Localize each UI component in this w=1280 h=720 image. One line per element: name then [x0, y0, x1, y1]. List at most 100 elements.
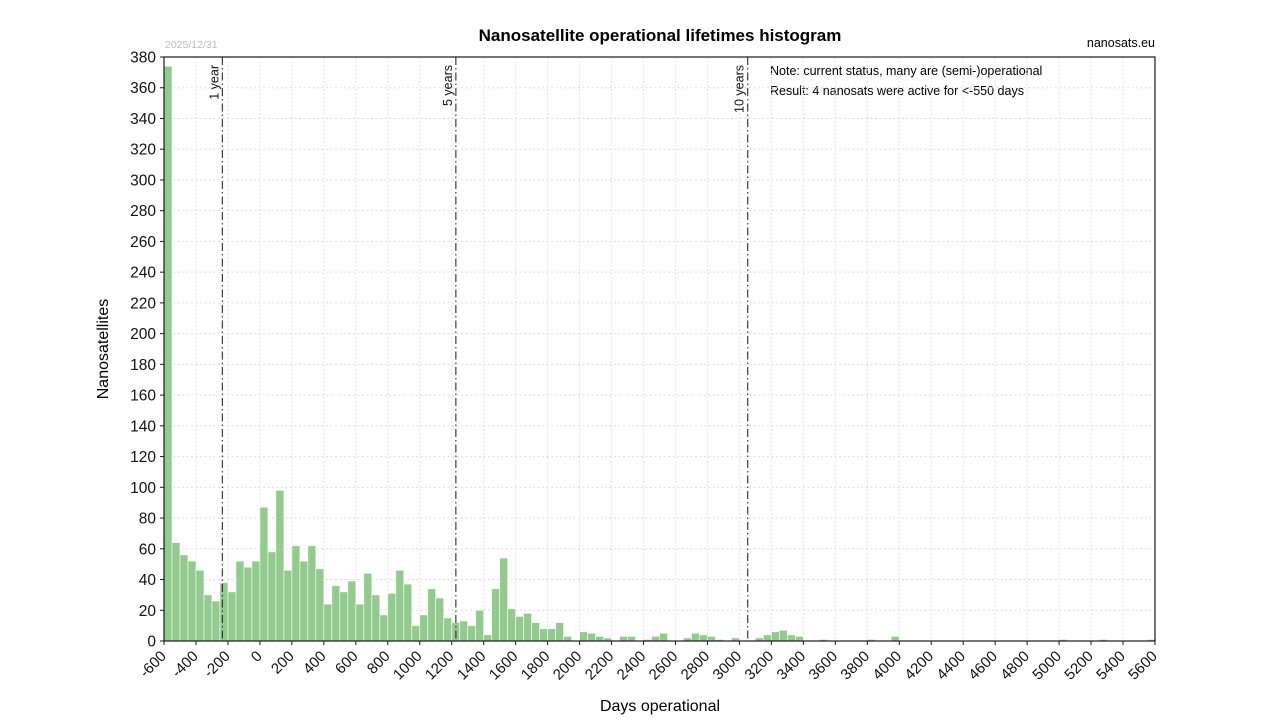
x-tick-label: 1600 [486, 648, 522, 684]
x-tick-label: 5200 [1061, 648, 1097, 684]
x-tick-label: -400 [169, 648, 202, 681]
histogram-bar [499, 557, 509, 642]
y-tick-label: 20 [139, 603, 157, 620]
x-tick-label: 4800 [997, 648, 1033, 684]
reference-line-label: 5 years [441, 65, 455, 106]
histogram-bar [691, 632, 700, 642]
y-tick-label: 280 [130, 203, 156, 220]
y-tick-label: 40 [139, 572, 157, 589]
x-tick-label: 4400 [933, 648, 969, 684]
histogram-bar [699, 634, 708, 642]
histogram-bar [171, 542, 181, 642]
histogram-bar [235, 560, 245, 642]
histogram-bar [475, 609, 485, 642]
x-tick-label: 1000 [390, 648, 426, 684]
histogram-bar [555, 622, 564, 642]
x-tick-label: -600 [137, 648, 170, 681]
histogram-bar [267, 551, 277, 642]
x-axis-label: Days operational [599, 698, 721, 715]
y-tick-label: 320 [130, 142, 156, 159]
histogram-bar [786, 634, 796, 642]
histogram-bar [491, 588, 501, 642]
x-tick-label: 2200 [582, 648, 618, 684]
x-tick-label: 4200 [901, 648, 937, 684]
y-tick-label: 80 [139, 511, 157, 528]
x-tick-label: 600 [332, 648, 362, 678]
y-tick-label: 200 [130, 326, 156, 343]
histogram-bar [347, 580, 357, 642]
histogram-bar [427, 588, 437, 642]
x-tick-label: 800 [364, 648, 394, 678]
y-tick-label: 380 [130, 50, 156, 67]
histogram-bar [419, 614, 429, 642]
histogram-bar [659, 632, 668, 642]
gridlines [164, 57, 1155, 641]
histogram-bar [435, 597, 445, 642]
x-tick-label: 2400 [614, 648, 650, 684]
histogram-bar [507, 608, 517, 642]
y-tick-label: 100 [130, 480, 156, 497]
x-tick-label: 5000 [1029, 648, 1065, 684]
x-tick-label: 1200 [422, 648, 458, 684]
histogram-bar [707, 635, 716, 642]
x-tick-label: 3400 [774, 648, 810, 684]
x-tick-label: 400 [300, 648, 330, 678]
histogram-bar [483, 634, 493, 642]
histogram-bar [331, 585, 341, 642]
x-tick-label: 5600 [1125, 648, 1161, 684]
histogram-bar [794, 635, 804, 642]
status-date-label: 2025/12/31 [165, 39, 218, 51]
x-tick-label: 1800 [518, 648, 554, 684]
x-tick-label: 0 [248, 648, 266, 666]
histogram-bar [587, 632, 596, 642]
histogram-bar [195, 569, 205, 642]
histogram-bar [387, 592, 397, 642]
histogram-bar [315, 568, 325, 642]
histogram-bar [179, 554, 189, 642]
histogram-bar [403, 583, 413, 642]
y-tick-label: 220 [130, 295, 156, 312]
y-tick-label: 0 [147, 634, 156, 651]
y-tick-label: 120 [130, 449, 156, 466]
histogram-bar [355, 603, 365, 642]
x-tick-label: 3600 [806, 648, 842, 684]
x-axis-ticks: -600-400-200 0 200 400 600 800100012001400160… [137, 641, 1161, 683]
watermark-nanosats: nanosats.eu [1086, 36, 1155, 50]
histogram-bar [651, 635, 660, 642]
histogram-bar [243, 566, 253, 642]
histogram-bar [595, 635, 604, 642]
x-tick-label: -200 [201, 648, 234, 681]
histogram-bar [890, 635, 900, 642]
histogram-bar [379, 614, 389, 642]
histogram-bar [627, 635, 636, 642]
histogram-bar [762, 634, 772, 642]
x-tick-label: 3800 [837, 648, 873, 684]
histogram-bar [163, 65, 173, 642]
histogram-bar [251, 560, 261, 642]
x-tick-label: 4600 [965, 648, 1001, 684]
y-tick-label: 160 [130, 388, 156, 405]
histogram-bar [619, 635, 628, 642]
histogram-bar [443, 617, 453, 642]
histogram-bar [531, 622, 541, 642]
histogram-bar [411, 625, 421, 642]
y-tick-label: 340 [130, 111, 156, 128]
histogram-bar [523, 612, 533, 642]
chart-title: Nanosatellite operational lifetimes hist… [478, 26, 842, 45]
histogram-bar [283, 569, 293, 642]
histogram-bar [307, 545, 317, 642]
histogram-bar [187, 560, 197, 642]
histogram-bar [339, 591, 349, 642]
x-tick-label: 2000 [550, 648, 586, 684]
histogram-bar [539, 628, 549, 642]
reference-line-label: 1 year [207, 65, 221, 100]
reference-line-label: 10 years [733, 65, 747, 113]
annotation-result: Result: 4 nanosats were active for <-550… [770, 84, 1024, 98]
axis-border [163, 56, 1156, 642]
histogram-bar [770, 631, 780, 642]
histogram-bar [219, 582, 229, 642]
histogram-bar [227, 591, 237, 642]
y-tick-label: 300 [130, 172, 156, 189]
